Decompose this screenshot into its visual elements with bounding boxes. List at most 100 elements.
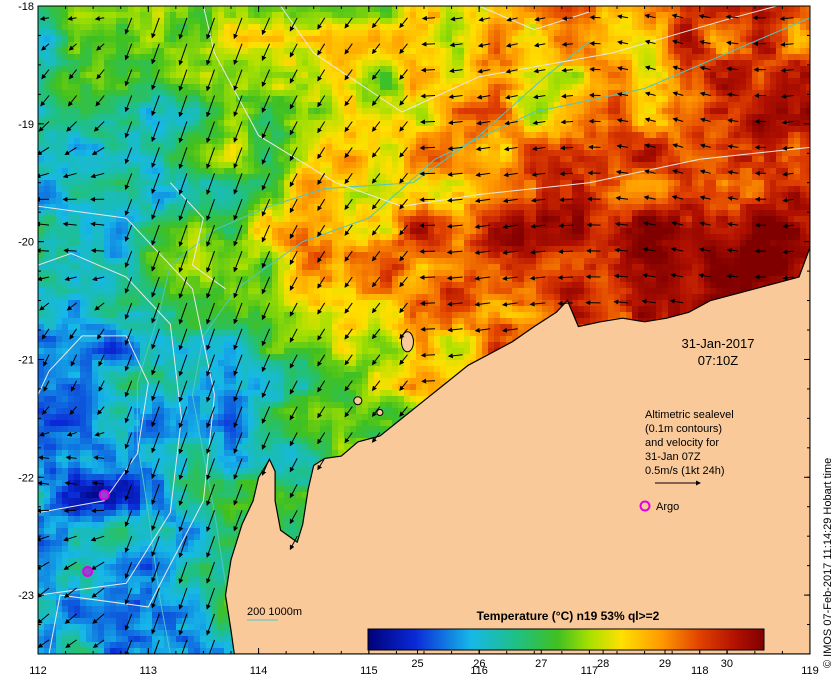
sst-pixel — [104, 216, 110, 222]
sst-pixel — [362, 186, 368, 192]
sst-pixel — [134, 12, 140, 18]
sst-pixel — [548, 36, 554, 42]
sst-pixel — [284, 30, 290, 36]
sst-pixel — [374, 78, 380, 84]
sst-pixel — [104, 222, 110, 228]
sst-pixel — [590, 138, 596, 144]
sst-pixel — [566, 204, 572, 210]
sst-pixel — [698, 108, 704, 114]
sst-pixel — [488, 18, 494, 24]
sst-pixel — [440, 156, 446, 162]
sst-pixel — [176, 204, 182, 210]
sst-pixel — [548, 102, 554, 108]
sst-pixel — [800, 90, 806, 96]
sst-pixel — [350, 156, 356, 162]
sst-pixel — [584, 72, 590, 78]
sst-pixel — [560, 198, 566, 204]
sst-pixel — [452, 180, 458, 186]
sst-pixel — [632, 222, 638, 228]
sst-pixel — [110, 138, 116, 144]
sst-pixel — [350, 24, 356, 30]
sst-pixel — [800, 174, 806, 180]
sst-pixel — [62, 234, 68, 240]
sst-pixel — [254, 138, 260, 144]
sst-pixel — [314, 96, 320, 102]
sst-pixel — [656, 30, 662, 36]
sst-pixel — [104, 48, 110, 54]
sst-pixel — [296, 168, 302, 174]
sst-pixel — [734, 168, 740, 174]
sst-pixel — [800, 186, 806, 192]
sst-pixel — [152, 102, 158, 108]
sst-pixel — [50, 12, 56, 18]
sst-pixel — [362, 72, 368, 78]
sst-pixel — [482, 24, 488, 30]
sst-pixel — [410, 54, 416, 60]
sst-pixel — [110, 222, 116, 228]
sst-pixel — [782, 48, 788, 54]
sst-pixel — [632, 30, 638, 36]
sst-pixel — [50, 180, 56, 186]
sst-pixel — [644, 30, 650, 36]
sst-pixel — [716, 102, 722, 108]
sst-pixel — [482, 216, 488, 222]
sst-pixel — [518, 138, 524, 144]
sst-pixel — [716, 96, 722, 102]
sst-pixel — [38, 48, 44, 54]
sst-pixel — [554, 132, 560, 138]
sst-pixel — [314, 54, 320, 60]
sst-pixel — [674, 30, 680, 36]
sst-pixel — [344, 198, 350, 204]
sst-pixel — [236, 60, 242, 66]
sst-pixel — [80, 114, 86, 120]
sst-pixel — [80, 216, 86, 222]
sst-pixel — [740, 120, 746, 126]
sst-pixel — [158, 222, 164, 228]
sst-pixel — [242, 180, 248, 186]
sst-pixel — [464, 108, 470, 114]
sst-pixel — [200, 228, 206, 234]
sst-pixel — [302, 36, 308, 42]
sst-pixel — [494, 78, 500, 84]
sst-pixel — [518, 6, 524, 12]
sst-pixel — [188, 174, 194, 180]
sst-pixel — [224, 24, 230, 30]
sst-pixel — [404, 216, 410, 222]
sst-pixel — [578, 72, 584, 78]
sst-pixel — [74, 132, 80, 138]
sst-pixel — [446, 6, 452, 12]
sst-pixel — [494, 54, 500, 60]
sst-pixel — [734, 228, 740, 234]
sst-pixel — [284, 138, 290, 144]
sst-pixel — [428, 66, 434, 72]
sst-pixel — [266, 66, 272, 72]
sst-pixel — [380, 78, 386, 84]
sst-pixel — [188, 132, 194, 138]
sst-pixel — [182, 174, 188, 180]
sst-pixel — [572, 36, 578, 42]
sst-pixel — [392, 78, 398, 84]
sst-pixel — [146, 180, 152, 186]
sst-pixel — [416, 216, 422, 222]
sst-pixel — [524, 84, 530, 90]
sst-pixel — [758, 96, 764, 102]
sst-pixel — [242, 78, 248, 84]
sst-pixel — [320, 24, 326, 30]
sst-pixel — [560, 222, 566, 228]
sst-pixel — [608, 96, 614, 102]
sst-pixel — [770, 6, 776, 12]
sst-pixel — [650, 6, 656, 12]
sst-pixel — [188, 162, 194, 168]
sst-pixel — [542, 156, 548, 162]
sst-pixel — [188, 36, 194, 42]
sst-pixel — [572, 174, 578, 180]
sst-pixel — [158, 36, 164, 42]
sst-pixel — [416, 138, 422, 144]
sst-pixel — [170, 138, 176, 144]
sst-pixel — [266, 150, 272, 156]
sst-pixel — [398, 162, 404, 168]
sst-pixel — [518, 24, 524, 30]
sst-pixel — [200, 78, 206, 84]
sst-pixel — [302, 96, 308, 102]
sst-pixel — [80, 66, 86, 72]
